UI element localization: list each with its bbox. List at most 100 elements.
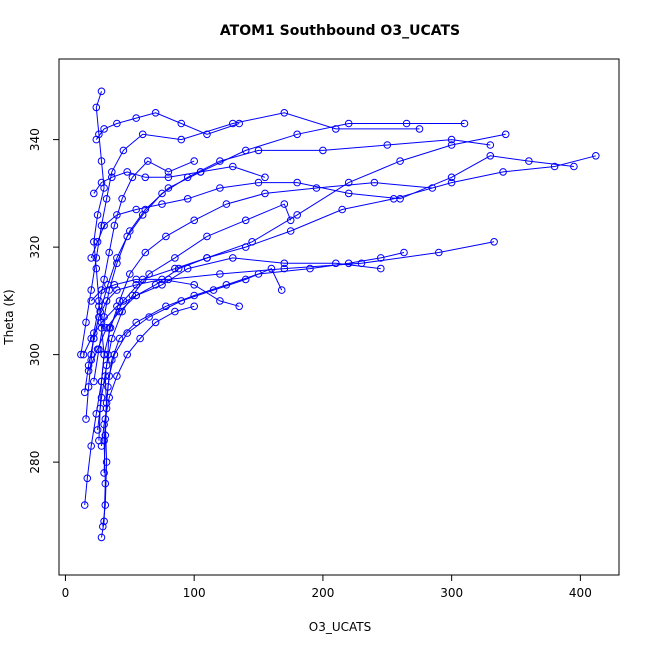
data-point xyxy=(123,329,131,337)
data-point xyxy=(248,238,256,246)
data-point xyxy=(113,259,121,268)
data-point xyxy=(377,254,385,262)
data-point xyxy=(92,254,101,262)
x-axis-label: O3_UCATS xyxy=(309,620,371,634)
data-point xyxy=(119,146,128,155)
data-point xyxy=(145,313,153,321)
data-point xyxy=(99,522,107,531)
data-point xyxy=(190,302,198,311)
data-point xyxy=(550,162,559,171)
data-point xyxy=(93,211,102,219)
data-point xyxy=(151,318,160,327)
data-point xyxy=(97,87,106,96)
series-line xyxy=(88,133,506,371)
data-point xyxy=(84,383,93,391)
series-line xyxy=(95,112,240,140)
data-point xyxy=(570,162,578,171)
data-point xyxy=(108,173,116,182)
data-point xyxy=(80,501,89,509)
data-point xyxy=(95,313,103,321)
data-point xyxy=(101,479,110,488)
data-point xyxy=(428,184,437,192)
data-point xyxy=(216,184,224,192)
data-point xyxy=(113,119,121,128)
data-point xyxy=(338,205,347,214)
series-line xyxy=(101,305,195,447)
data-point xyxy=(118,195,126,203)
data-point xyxy=(115,334,124,343)
data-point xyxy=(123,168,131,176)
data-point xyxy=(102,195,111,203)
data-point xyxy=(312,184,321,192)
data-point xyxy=(216,157,224,165)
data-point xyxy=(87,254,95,262)
data-point xyxy=(209,286,218,294)
data-point xyxy=(490,238,498,246)
data-point xyxy=(203,254,211,262)
data-point xyxy=(415,125,424,133)
series-line xyxy=(98,182,433,441)
data-point xyxy=(92,264,101,273)
data-point xyxy=(136,334,144,343)
data-point xyxy=(90,377,98,386)
data-point xyxy=(267,264,276,273)
data-point xyxy=(158,200,166,208)
data-point xyxy=(100,420,108,429)
series-line xyxy=(93,139,491,382)
data-point xyxy=(280,109,289,117)
x-tick-label: 100 xyxy=(183,586,206,600)
data-point xyxy=(332,125,340,133)
data-point xyxy=(87,297,95,305)
data-point xyxy=(525,157,533,165)
data-point xyxy=(158,275,166,284)
data-point xyxy=(190,281,198,289)
data-point xyxy=(101,501,110,509)
data-point xyxy=(132,318,140,327)
data-point xyxy=(261,189,269,198)
data-point xyxy=(177,135,186,144)
data-point xyxy=(87,350,95,359)
data-point xyxy=(92,135,101,144)
data-point xyxy=(132,281,140,289)
series-line xyxy=(80,112,420,355)
data-point xyxy=(115,307,124,316)
data-point xyxy=(97,157,106,165)
data-point xyxy=(105,248,113,257)
data-point xyxy=(79,350,88,359)
data-point xyxy=(486,141,495,149)
data-point xyxy=(97,377,106,386)
data-point xyxy=(203,130,211,139)
data-point xyxy=(261,173,269,182)
data-point xyxy=(216,270,224,278)
data-point xyxy=(132,205,140,214)
data-point xyxy=(293,211,302,219)
data-point xyxy=(486,152,495,160)
data-point xyxy=(383,141,392,149)
data-point xyxy=(100,469,108,477)
series-line xyxy=(93,165,266,194)
data-point xyxy=(113,211,121,219)
data-point xyxy=(280,200,289,208)
data-point xyxy=(592,152,600,160)
data-point xyxy=(229,162,237,171)
data-point xyxy=(110,221,119,230)
data-point xyxy=(93,238,102,246)
data-point xyxy=(82,415,90,423)
data-point xyxy=(141,248,150,257)
data-point xyxy=(183,195,192,203)
data-point xyxy=(370,178,379,187)
data-point xyxy=(97,533,106,542)
data-point xyxy=(190,157,198,165)
y-tick-label: 320 xyxy=(28,236,42,259)
data-point xyxy=(162,302,170,311)
data-point xyxy=(344,259,353,268)
data-point xyxy=(113,254,121,262)
data-point xyxy=(344,189,353,198)
data-point xyxy=(254,146,263,155)
data-point xyxy=(102,297,111,305)
data-point xyxy=(77,350,85,359)
data-point xyxy=(128,291,137,300)
x-tick-label: 200 xyxy=(311,586,334,600)
plot-frame xyxy=(58,58,620,576)
data-point xyxy=(235,119,243,128)
